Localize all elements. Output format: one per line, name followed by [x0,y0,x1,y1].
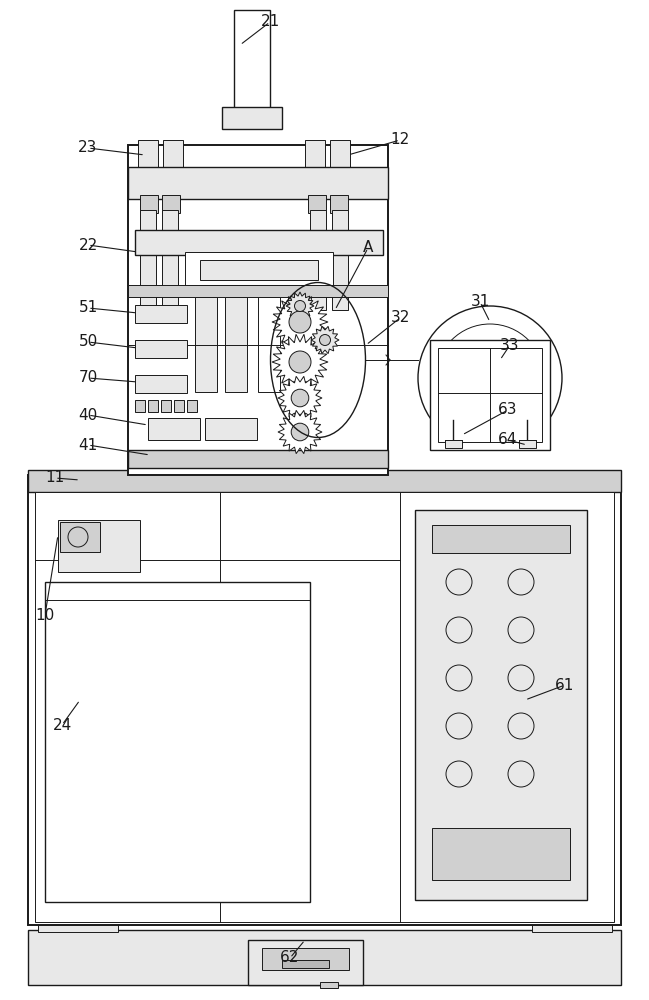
Bar [162,210,178,310]
Bar [282,960,329,968]
Text: 61: 61 [556,678,574,692]
Bar [135,340,187,358]
Text: 24: 24 [53,718,71,732]
Polygon shape [278,410,322,454]
Bar [135,230,383,255]
Bar [308,195,326,213]
Bar [161,400,171,412]
Text: 70: 70 [79,370,97,385]
Text: 32: 32 [390,310,410,326]
Circle shape [289,351,311,373]
Bar [330,195,348,213]
Bar [258,297,280,392]
Circle shape [418,306,562,450]
Circle shape [508,761,534,787]
Polygon shape [278,376,322,420]
Bar [195,297,217,392]
Bar [234,10,270,120]
Text: 31: 31 [471,294,490,310]
Bar [28,470,621,492]
Bar [320,982,338,988]
Text: 11: 11 [45,471,65,486]
Bar [432,525,570,553]
Bar [305,140,325,170]
Text: 21: 21 [260,14,280,29]
Bar [248,940,363,985]
Bar [222,107,282,129]
Bar [519,440,536,448]
Bar [135,400,145,412]
Circle shape [446,761,472,787]
Bar [432,828,570,880]
Circle shape [446,665,472,691]
Bar [148,400,158,412]
Bar [174,400,184,412]
Bar [332,210,348,310]
Text: 63: 63 [498,402,518,418]
Circle shape [289,311,311,333]
Circle shape [446,569,472,595]
Bar [163,140,183,170]
Bar [200,260,318,280]
Bar [310,210,326,310]
Text: 33: 33 [500,338,520,353]
Circle shape [319,334,330,346]
Circle shape [484,372,496,384]
Bar [38,920,118,932]
Bar [148,418,200,440]
Bar [135,375,187,393]
Circle shape [508,713,534,739]
Bar [140,210,156,310]
Bar [28,930,621,985]
Bar [128,145,388,475]
Bar [205,418,257,440]
Bar [262,948,349,970]
Bar [445,440,462,448]
Circle shape [446,617,472,643]
Bar [128,167,388,199]
Text: 41: 41 [79,438,97,452]
Circle shape [446,713,472,739]
Polygon shape [311,326,339,354]
Bar [430,340,550,450]
Text: 23: 23 [79,140,98,155]
Text: 50: 50 [79,334,97,350]
Bar [225,297,247,392]
Text: 62: 62 [280,950,300,966]
Text: 64: 64 [498,432,518,448]
Circle shape [295,300,306,312]
Text: 51: 51 [79,300,97,316]
Bar [28,475,621,925]
Bar [532,920,612,932]
Circle shape [68,527,88,547]
Circle shape [291,423,309,441]
Polygon shape [272,334,328,390]
Bar [58,520,140,572]
Bar [138,140,158,170]
Circle shape [508,617,534,643]
Bar [128,450,388,468]
Circle shape [508,665,534,691]
Bar [35,492,614,922]
Circle shape [508,569,534,595]
Bar [128,285,388,297]
Polygon shape [286,292,314,320]
Bar [330,140,350,170]
Polygon shape [272,294,328,350]
Text: A: A [363,240,373,255]
Bar [438,348,542,442]
Text: 12: 12 [391,132,410,147]
Bar [185,252,333,287]
Bar [162,195,180,213]
Bar [60,522,100,552]
Text: 40: 40 [79,408,97,422]
Bar [140,195,158,213]
Bar [415,510,587,900]
Circle shape [291,389,309,407]
Text: 22: 22 [79,237,97,252]
Bar [45,582,310,902]
Bar [187,400,197,412]
Bar [135,305,187,323]
Text: 10: 10 [36,607,55,622]
